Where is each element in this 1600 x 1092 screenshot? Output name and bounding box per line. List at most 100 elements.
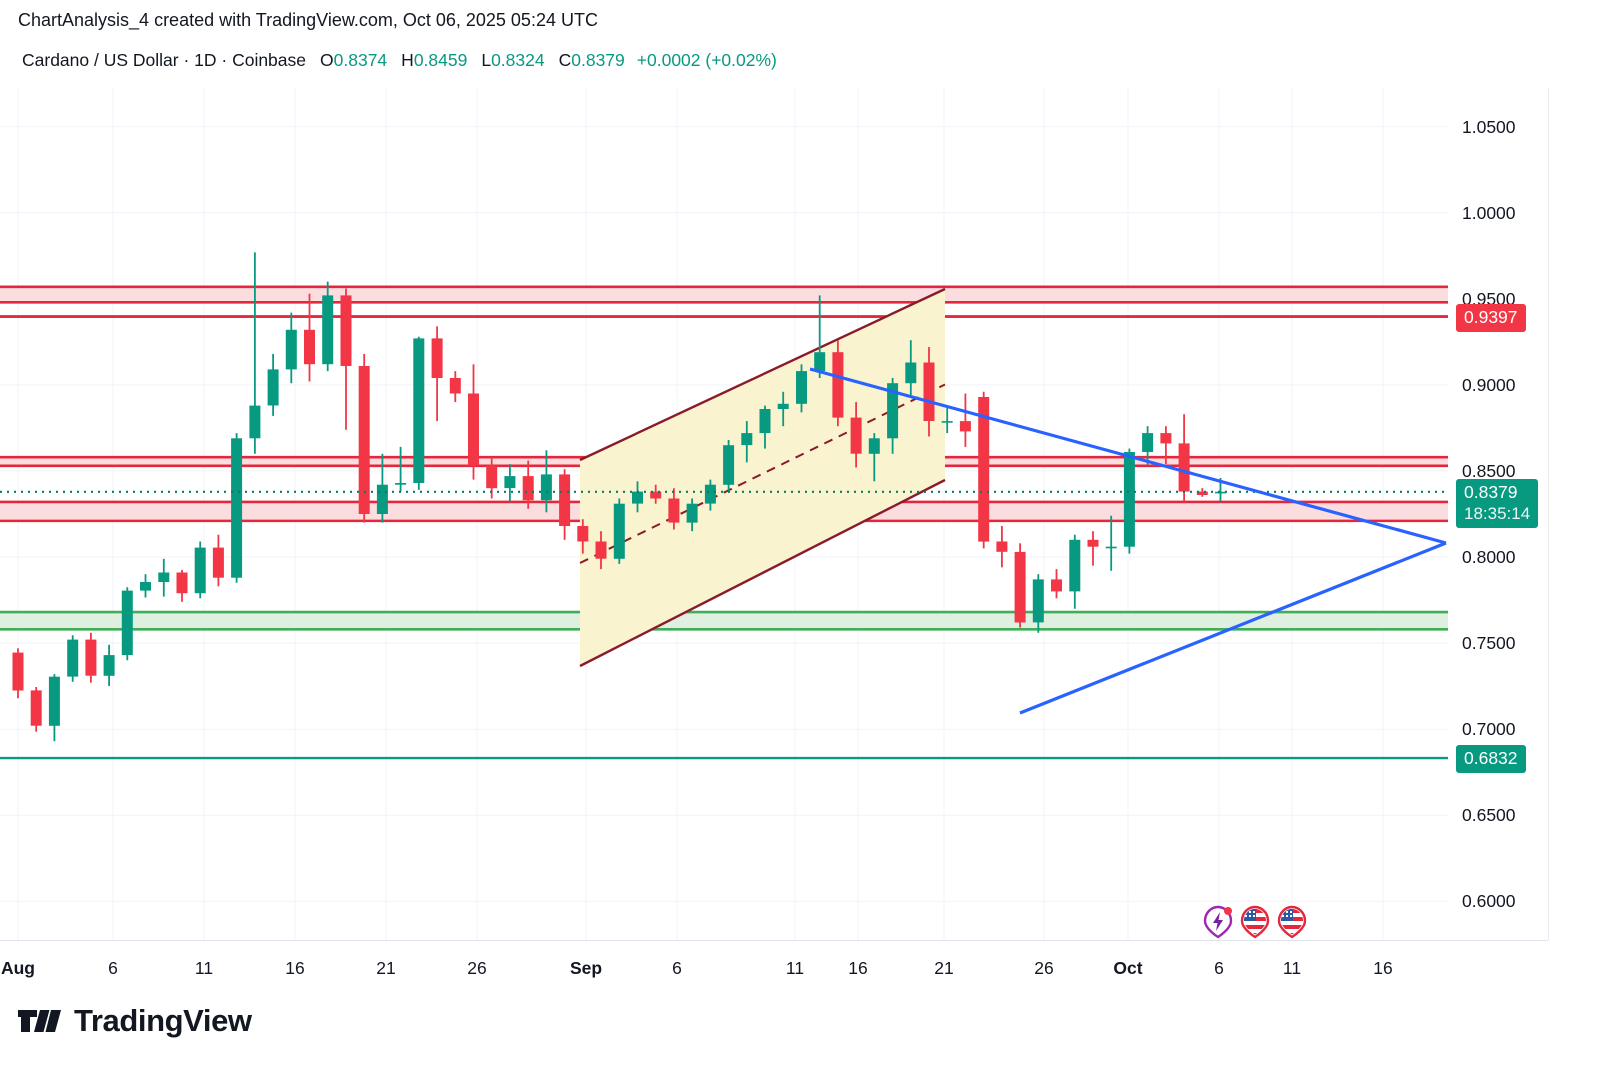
candle-body: [1087, 539, 1099, 547]
legend-symbol[interactable]: Cardano / US Dollar · 1D · Coinbase: [22, 50, 307, 70]
candle-body: [449, 378, 461, 394]
candle-2025-08-14: [249, 252, 261, 454]
candle-2025-09-08: [704, 479, 716, 511]
candle-2025-09-11: [759, 405, 771, 449]
candle-body: [1014, 551, 1026, 623]
candle-2025-08-26: [468, 364, 479, 480]
support-zone-0-7620-fill: [0, 612, 1448, 630]
candle-body: [613, 503, 625, 559]
candle-2025-08-13: [231, 433, 243, 583]
candle-2025-09-15: [832, 340, 844, 427]
candle-2025-09-17: [868, 433, 880, 482]
candle-body: [759, 409, 771, 434]
horizontal-lines: [0, 490, 1448, 760]
candle-2025-09-26: [1032, 574, 1044, 633]
candle-body: [1215, 491, 1226, 494]
candle-body: [577, 526, 589, 542]
candle-body: [1069, 539, 1081, 592]
candle-body: [231, 438, 243, 578]
candle-body: [741, 433, 753, 446]
candle-body: [1178, 443, 1190, 492]
candle-body: [868, 438, 880, 454]
price-scale-divider: [1548, 88, 1549, 940]
time-tick-Sep: Sep: [569, 958, 603, 978]
candle-2025-10-04: [1178, 414, 1190, 502]
candle-body: [285, 329, 297, 370]
time-tick-Aug: Aug: [0, 958, 36, 978]
countdown-timer: 18:35:14: [1464, 503, 1531, 523]
legend-change: +0.0002 (+0.02%): [636, 50, 777, 70]
candle-body: [1160, 433, 1172, 444]
current-price-label-value: 0.8379: [1464, 481, 1518, 502]
candle-2025-08-06: [103, 644, 115, 687]
candle-body: [723, 445, 735, 485]
candle-body: [212, 547, 224, 578]
time-tick-21: 21: [376, 958, 396, 978]
candle-2025-09-29: [1087, 531, 1099, 566]
sr-zones: [0, 285, 1448, 631]
candle-2025-08-08: [140, 574, 151, 598]
candle-body: [796, 371, 807, 404]
price-tick-0.8000: 0.8000: [1462, 547, 1516, 568]
candle-body: [322, 295, 334, 365]
candle-2025-08-03: [48, 674, 60, 742]
resistance-label[interactable]: 0.9397: [1456, 303, 1526, 332]
tradingview-mark-icon: [18, 1010, 61, 1032]
candle-2025-08-02: [30, 687, 42, 732]
price-scale[interactable]: 1.0500 1.0000 0.9500 0.9000 0.8500 0.8000 0.75…: [1448, 88, 1600, 940]
current-price-label[interactable]: 0.8379 18:35:14: [1456, 478, 1539, 528]
candle-2025-08-25: [449, 371, 461, 403]
candle-body: [30, 690, 42, 726]
candle-2025-09-13: [796, 364, 807, 413]
time-scale[interactable]: Aug 6 11 16 21 26 Sep 6 11 16 21 26 Oct 6 11 16: [0, 940, 1600, 992]
candle-body: [140, 582, 151, 591]
candle-2025-09-14: [814, 295, 826, 378]
candle-body: [249, 405, 261, 439]
candle-body: [267, 369, 279, 406]
support-label[interactable]: 0.6832: [1456, 745, 1526, 774]
candle-body: [923, 362, 935, 421]
candle-2025-08-18: [322, 281, 334, 372]
candle-body: [158, 572, 170, 582]
candle-body: [632, 491, 643, 504]
candle-body: [504, 476, 516, 489]
channel-fill: [580, 289, 945, 666]
candle-2025-08-21: [376, 453, 388, 523]
candle-2025-08-05: [85, 632, 97, 683]
candle-2025-08-04: [67, 635, 79, 682]
candlestick-series: [12, 252, 1226, 742]
time-tick-16: 16: [848, 958, 868, 978]
candle-2025-09-06: [668, 488, 680, 530]
candle-2025-09-30: [1105, 515, 1117, 571]
candle-body: [1051, 579, 1062, 592]
tradingview-logo: TradingView: [18, 1004, 252, 1038]
price-tick-1.0000: 1.0000: [1462, 202, 1516, 223]
price-tick-0.9000: 0.9000: [1462, 374, 1516, 395]
candle-2025-08-22: [395, 446, 407, 492]
time-tick-21: 21: [934, 958, 954, 978]
ascending-channel: [579, 287, 946, 668]
candle-body: [48, 676, 60, 726]
candle-body: [595, 541, 607, 559]
time-tick-11: 11: [194, 958, 214, 978]
candle-2025-08-07: [121, 587, 133, 661]
price-tick-0.6500: 0.6500: [1462, 805, 1516, 826]
resistance-zone-upper-fill: [0, 286, 1448, 303]
candle-2025-10-01: [1123, 448, 1135, 554]
candle-2025-08-12: [212, 534, 224, 587]
candle-body: [650, 491, 662, 499]
chart-watermark-caption: ChartAnalysis_4 created with TradingView…: [18, 10, 598, 30]
candle-body: [978, 397, 990, 542]
candle-body: [559, 474, 571, 526]
candle-2025-09-03: [613, 498, 625, 564]
candle-body: [832, 352, 844, 418]
candle-2025-10-02: [1142, 426, 1154, 466]
candle-2025-10-05: [1196, 488, 1208, 497]
channel-midline: [579, 383, 946, 564]
candle-2025-08-19: [340, 288, 352, 430]
candle-body: [959, 421, 971, 432]
candle-2025-08-30: [540, 450, 552, 513]
candle-2025-09-04: [632, 481, 643, 513]
chart-plot-area[interactable]: [0, 88, 1448, 940]
